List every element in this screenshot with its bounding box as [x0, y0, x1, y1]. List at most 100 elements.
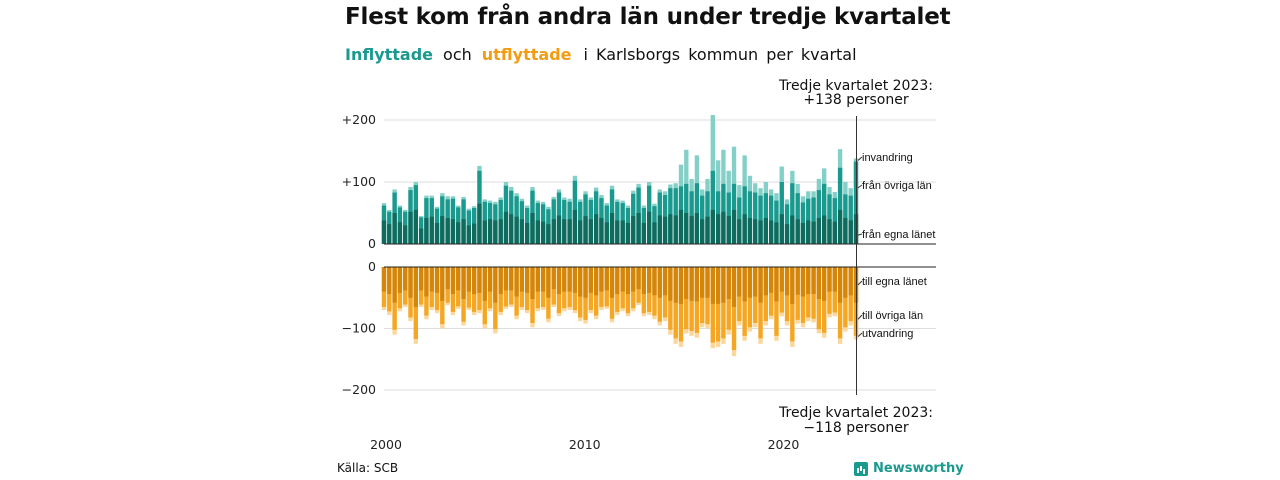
outflow-own-county-bar [784, 267, 790, 296]
top-annotation-line2: +138 personer [803, 92, 909, 108]
chart-title: Flest kom från andra län under tredje kv… [345, 4, 951, 30]
inflow-other-county-bar [811, 197, 816, 244]
axes [384, 116, 936, 395]
outflow-own-county-bar [562, 267, 567, 292]
outflow-own-county-bar [392, 267, 397, 303]
outflow-own-county-bar [800, 267, 806, 297]
outflow-own-county-bar [487, 267, 493, 292]
out-ytick-label: −100 [342, 321, 376, 336]
outflow-own-county-bar [636, 267, 641, 290]
outflow-own-county-bar [477, 267, 482, 293]
inflow-own-county-bar [471, 223, 477, 244]
outflow-own-county-bar [668, 267, 673, 301]
inflow-own-county-bar [615, 220, 620, 244]
inflow-own-county-bar [387, 224, 392, 244]
outflow-own-county-bar [440, 267, 445, 301]
inflow-other-county-bar [832, 198, 837, 244]
inflow-own-county-bar [620, 220, 625, 244]
inflow-own-county-bar [726, 216, 731, 244]
inflow-other-county-bar [758, 195, 763, 244]
subtitle-rest: i Karlsborgs kommun per kvartal [583, 45, 857, 64]
outflow-own-county-bar [530, 267, 535, 299]
outflow-own-county-bar [731, 267, 737, 307]
inflow-own-county-bar [503, 211, 509, 244]
outflow-own-county-bar [715, 267, 721, 304]
outflow-own-county-bar [408, 267, 413, 298]
outflow-own-county-bar [599, 267, 604, 292]
outflow-own-county-bar [418, 267, 424, 291]
grid-lines [384, 119, 936, 391]
inflow-own-county-bar [514, 216, 519, 244]
outflow-own-county-bar [588, 267, 594, 293]
out-segment-label: till övriga län [862, 310, 923, 322]
inflow-own-county-bar [477, 203, 482, 244]
inflow-own-county-bar [482, 220, 487, 244]
axis-labels: 0 +100 +200 0 −100 −200 2000 2010 2020 invandring… [342, 112, 936, 452]
bottom-annotation-line1: Tredje kvartalet 2023: [778, 405, 933, 421]
outflow-own-county-bar [678, 267, 684, 304]
out-segment-pointer [857, 332, 863, 337]
inflow-own-county-bar [646, 211, 652, 244]
outflow-own-county-bar [567, 267, 572, 292]
inflow-own-county-bar [397, 222, 403, 244]
inflow-own-county-bar [429, 216, 434, 244]
outflow-own-county-bar [525, 267, 530, 293]
outflow-other-county-bar [710, 267, 715, 343]
outflow-own-county-bar [578, 267, 583, 297]
inflow-own-county-bar [795, 219, 800, 244]
outflow-own-county-bar [758, 267, 763, 303]
outflow-own-county-bar [737, 267, 742, 297]
outflow-own-county-bar [837, 267, 843, 303]
outflow-own-county-bar [413, 267, 418, 307]
outflow-own-county-bar [514, 267, 519, 297]
outflow-own-county-bar [684, 267, 689, 299]
inflow-other-county-bar [790, 183, 795, 244]
inflow-other-county-bar [848, 195, 853, 244]
outflow-own-county-bar [657, 267, 662, 298]
inflow-bars [381, 115, 859, 244]
outflow-own-county-bar [816, 267, 822, 299]
inflow-own-county-bar [498, 219, 503, 244]
x-tick-label: 2020 [768, 437, 800, 452]
outflow-own-county-bar [556, 267, 562, 295]
newsworthy-icon [854, 461, 868, 476]
inflow-own-county-bar [487, 219, 493, 244]
outflow-own-county-bar [662, 267, 668, 296]
outflow-own-county-bar [774, 267, 779, 302]
inflow-own-county-bar [631, 216, 636, 244]
outflow-own-county-bar [498, 267, 503, 295]
outflow-own-county-bar [551, 267, 556, 290]
inflow-own-county-bar [822, 215, 827, 244]
outflow-own-county-bar [747, 267, 753, 298]
outflow-own-county-bar [779, 267, 784, 292]
inflow-own-county-bar [827, 219, 832, 244]
inflow-own-county-bar [763, 217, 769, 244]
inflow-own-county-bar [551, 219, 556, 244]
inflow-other-county-bar [710, 170, 715, 244]
outflow-own-county-bar [461, 267, 466, 299]
inflow-own-county-bar [758, 220, 763, 244]
inflow-own-county-bar [413, 209, 418, 244]
outflow-own-county-bar [646, 267, 652, 293]
inflow-own-county-bar [811, 221, 816, 244]
top-annotation-line1: Tredje kvartalet 2023: [778, 78, 933, 94]
inflow-own-county-bar [599, 217, 604, 244]
outflow-own-county-bar [519, 267, 525, 292]
outflow-own-county-bar [694, 267, 700, 302]
in-segment-pointer [857, 184, 863, 189]
inflow-other-county-bar [747, 191, 753, 244]
outflow-own-county-bar [652, 267, 657, 296]
inflow-own-county-bar [673, 215, 678, 244]
outflow-own-county-bar [381, 267, 387, 292]
inflow-own-county-bar [694, 213, 700, 244]
inflow-own-county-bar [408, 211, 413, 244]
newsworthy-logo[interactable]: Newsworthy [854, 461, 964, 476]
inflow-own-county-bar [689, 216, 694, 244]
outflow-own-county-bar [503, 267, 509, 291]
inflow-own-county-bar [652, 222, 657, 244]
inflow-own-county-bar [768, 220, 774, 244]
outflow-own-county-bar [540, 267, 546, 292]
inflow-own-county-bar [700, 219, 705, 244]
outflow-other-county-bar [715, 267, 721, 342]
